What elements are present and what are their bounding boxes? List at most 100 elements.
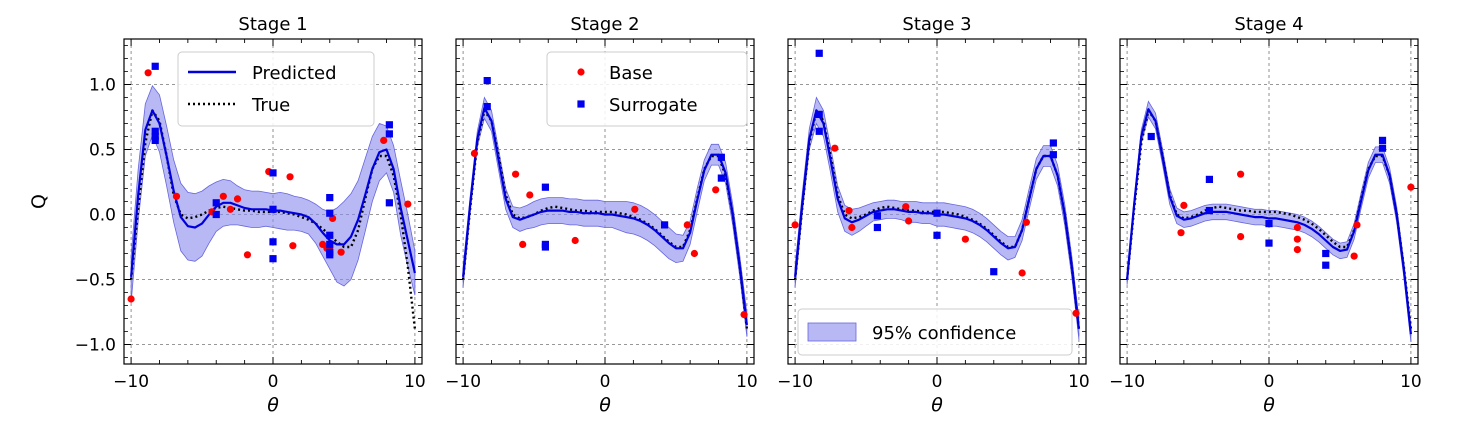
base-point	[1237, 170, 1245, 178]
surrogate-point	[1378, 144, 1387, 152]
x-tick-label: 0	[600, 372, 611, 392]
surrogate-point	[1205, 207, 1213, 215]
base-point	[902, 203, 910, 211]
plot-area	[1125, 100, 1415, 342]
y-tick-label: 1.0	[89, 76, 116, 96]
chart-title: Stage 3	[902, 14, 971, 35]
surrogate-point	[815, 49, 823, 57]
base-point	[845, 207, 853, 215]
chart-panel-2: −10 0 10 Stage 2 θ Base Surrogate	[445, 14, 758, 416]
surrogate-point	[541, 183, 549, 191]
base-point	[1180, 201, 1188, 209]
confidence-band	[130, 84, 416, 303]
chart-panel-1: −10 0 10 −1.0 −0.5 0.0 0.5 1.0 Stage 1 θ Predicted…	[75, 14, 426, 416]
base-point	[1072, 309, 1080, 317]
y-tick-label: 0.0	[89, 206, 116, 226]
surrogate-point	[269, 238, 277, 246]
x-tick-label: −10	[777, 372, 813, 392]
base-point	[1350, 252, 1358, 260]
base-point	[1018, 269, 1026, 277]
base-point	[690, 249, 699, 258]
confidence-band	[462, 96, 748, 337]
surrogate-point	[212, 210, 220, 219]
confidence-band	[794, 96, 1080, 340]
surrogate-point	[212, 199, 220, 207]
legend-label-true: True	[251, 95, 290, 116]
base-point	[848, 223, 856, 232]
x-tick-label: 10	[736, 372, 758, 392]
surrogate-point	[1265, 220, 1273, 228]
x-axis-label: θ	[931, 394, 943, 416]
surrogate-point	[815, 110, 823, 118]
base-point	[286, 173, 294, 181]
surrogate-point	[717, 174, 725, 182]
base-point	[526, 191, 534, 199]
surrogate-point	[873, 223, 881, 232]
x-tick-label: −10	[445, 372, 481, 392]
surrogate-point	[151, 132, 159, 141]
x-axis-label: θ	[599, 394, 611, 416]
x-tick-label: −10	[113, 372, 149, 392]
base-point	[831, 144, 839, 152]
base-point	[791, 221, 799, 229]
base-point	[1022, 218, 1030, 226]
surrogate-point	[661, 221, 669, 229]
surrogate-point	[385, 199, 393, 207]
surrogate-point	[1378, 136, 1387, 144]
surrogate-point	[815, 127, 823, 135]
surrogate-point	[326, 194, 334, 202]
surrogate-point	[873, 212, 881, 220]
true-line	[461, 109, 749, 330]
surrogate-point	[933, 209, 941, 217]
surrogate-point	[269, 169, 277, 177]
chart-title: Stage 1	[238, 14, 307, 35]
base-point	[961, 235, 969, 243]
base-point	[380, 136, 388, 144]
x-tick-label: 10	[1400, 372, 1422, 392]
legend-label-predicted: Predicted	[252, 63, 337, 84]
base-point	[712, 186, 720, 194]
surrogate-point	[933, 231, 941, 239]
base-point	[337, 248, 345, 256]
x-tick-label: −10	[1109, 372, 1145, 392]
surrogate-point	[483, 77, 491, 85]
legend-box	[177, 51, 375, 127]
surrogate-point	[269, 205, 277, 213]
surrogate-point	[483, 103, 491, 111]
base-point	[127, 295, 135, 303]
plot-area	[127, 62, 417, 330]
surrogate-point	[151, 127, 159, 135]
surrogate-point	[326, 231, 334, 239]
legend-box	[797, 308, 1073, 356]
chart-panel-3: −10 0 10 Stage 3 θ 95% confidence	[777, 14, 1090, 416]
chart-panel-4: −10 0 10 Stage 4 θ	[1109, 14, 1422, 416]
surrogate-point	[1322, 249, 1330, 258]
x-tick-label: 10	[404, 372, 426, 392]
base-point	[226, 205, 235, 213]
x-tick-label: 0	[1264, 372, 1275, 392]
surrogate-point	[541, 243, 549, 251]
predicted-line	[462, 106, 748, 326]
plot-area	[791, 49, 1081, 340]
surrogate-point	[1049, 151, 1057, 159]
base-point	[219, 192, 227, 200]
surrogate-point	[1265, 239, 1273, 247]
predicted-line	[1126, 108, 1412, 335]
base-point	[511, 170, 520, 178]
surrogate-point	[1049, 139, 1057, 147]
surrogate-point	[269, 255, 277, 263]
legend-box	[546, 51, 748, 127]
surrogate-point	[151, 136, 159, 144]
base-point	[233, 195, 242, 203]
base-point	[470, 149, 479, 157]
base-point	[519, 240, 527, 248]
legend-swatch-surrogate	[577, 100, 585, 108]
surrogate-point	[385, 121, 393, 129]
x-tick-label: 10	[1068, 372, 1090, 392]
surrogate-point	[1147, 132, 1155, 141]
base-point	[243, 251, 252, 259]
surrogate-point	[717, 153, 725, 161]
base-point	[905, 217, 913, 225]
base-point	[172, 192, 181, 200]
